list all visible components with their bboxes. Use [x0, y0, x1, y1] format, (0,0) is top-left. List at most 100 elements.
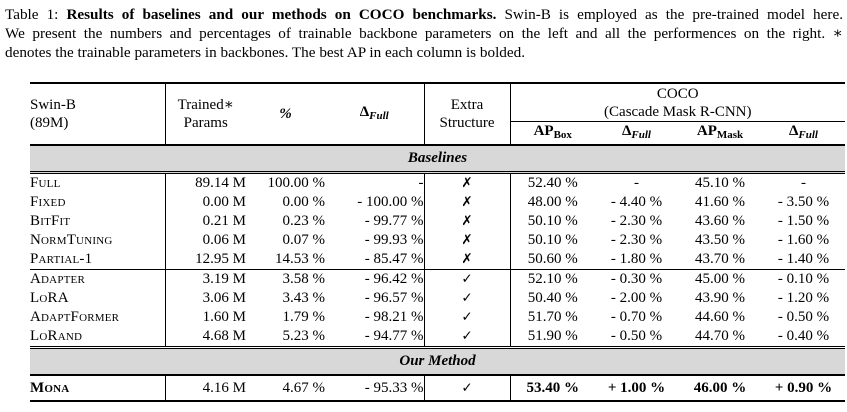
method-name-cell: LoRA [30, 289, 166, 308]
delta-mask-cell: - 1.50 % [777, 213, 830, 229]
extra-structure-cell: ✓ [424, 289, 511, 308]
ap-mask-cell: 43.60 % [695, 213, 745, 229]
delta-mask-cell: - 1.40 % [777, 251, 830, 267]
delta-full-cell: - 85.47 % [325, 250, 425, 270]
ap-box-cell: 50.60 % [527, 251, 578, 267]
baselines-label: Baselines [30, 144, 846, 174]
section-header-baselines: Baselines [30, 144, 846, 174]
extra-structure-cell: ✗ [424, 250, 511, 270]
method-name-cell: Fixed [30, 193, 166, 212]
ap-mask-cell: 44.60 % [695, 309, 745, 325]
trained-params-cell: 3.06 M [202, 290, 246, 306]
percent-cell: 3.43 % [282, 290, 326, 306]
delta-full-cell: - 99.93 % [325, 231, 425, 250]
coco-framework-label: (Cascade Mask R-CNN) [604, 103, 752, 120]
delta-box-cell: - 0.50 % [610, 328, 663, 344]
method-name-cell: Partial-1 [30, 250, 166, 270]
check-icon: ✓ [461, 271, 473, 287]
table-caption: Table 1: Results of baselines and our me… [5, 5, 843, 62]
delta-full-cell: - 95.33 % [325, 375, 425, 402]
extra-structure-cell: ✗ [424, 212, 511, 231]
delta-box-cell: - 0.70 % [610, 309, 663, 325]
trained-params-cell: 3.19 M [165, 269, 246, 289]
table-row: Mona 4.16 M 4.67 % - 95.33 % ✓ 53.40 % +… [30, 375, 846, 402]
percent-cell: 0.07 % [282, 232, 326, 248]
trained-params-cell: 0.21 M [202, 213, 246, 229]
delta-mask-cell: - 3.50 % [777, 194, 830, 210]
caption-text-1: Swin-B is employed as the pre-trained mo… [496, 6, 843, 23]
method-name-cell: LoRand [30, 327, 166, 348]
caption-line-3: denotes the trainable parameters in back… [5, 44, 526, 61]
extra-structure-cell: ✓ [424, 327, 511, 348]
col-header-percent: % [246, 82, 325, 145]
trained-params-cell: 89.14 M [195, 175, 246, 191]
ap-mask-cell: 45.00 % [678, 269, 762, 289]
delta-mask-cell: - 0.10 % [762, 269, 846, 289]
delta-full-cell: - 96.57 % [325, 289, 425, 308]
percent-cell: 0.23 % [282, 213, 326, 229]
model-size: (89M) [30, 115, 69, 131]
ap-mask-cell: 43.70 % [695, 251, 745, 267]
check-icon: ✓ [461, 328, 473, 344]
method-name-cell: NormTuning [30, 231, 166, 250]
table-row: Fixed 0.00 M 0.00 % - 100.00 % ✗ 48.00 %… [30, 193, 845, 212]
ap-mask-cell: 43.90 % [695, 290, 745, 306]
extra-structure-cell: ✗ [424, 172, 511, 193]
ap-box-cell: 50.10 % [527, 232, 578, 248]
cross-icon: ✗ [461, 194, 473, 210]
trained-params-cell: 1.60 M [202, 309, 246, 325]
delta-box-cell: - 2.30 % [610, 213, 663, 229]
percent-cell: 0.00 % [282, 194, 326, 210]
delta-box-cell: - 2.30 % [610, 232, 663, 248]
table-row: AdaptFormer 1.60 M 1.79 % - 98.21 % ✓ 51… [30, 308, 845, 327]
col-header-extra-structure: Extra Structure [424, 82, 511, 145]
ap-box-cell: 51.70 % [527, 309, 578, 325]
ap-box-cell: 50.10 % [527, 213, 578, 229]
structure-label: Structure [439, 115, 495, 131]
extra-structure-cell: ✗ [424, 193, 511, 212]
percent-cell: 3.58 % [246, 269, 325, 289]
percent-cell: 4.67 % [246, 375, 325, 402]
cross-icon: ✗ [461, 232, 473, 248]
trained-params-cell: 4.68 M [202, 328, 246, 344]
trained-params-cell: 4.16 M [165, 375, 246, 402]
percent-cell: 5.23 % [282, 328, 326, 344]
method-name-cell: Adapter [30, 269, 166, 289]
cross-icon: ✗ [461, 251, 473, 267]
delta-mask-cell: - 1.60 % [777, 232, 830, 248]
ap-box-cell: 50.40 % [527, 290, 578, 306]
table-row: Adapter 3.19 M 3.58 % - 96.42 % ✓ 52.10 … [30, 269, 846, 289]
trained-label: Trained∗ [177, 97, 234, 113]
col-header-delta-full: ΔFull [325, 82, 425, 145]
delta-mask-cell: - 1.20 % [777, 290, 830, 306]
ap-mask-cell: 45.10 % [695, 175, 745, 191]
col-header-delta-mask: ΔFull [789, 123, 818, 141]
table-row: Full 89.14 M 100.00 % - ✗ 52.40 % - 45.1… [30, 172, 845, 193]
delta-box-cell: - 4.40 % [610, 194, 663, 210]
ap-mask-cell: 43.50 % [695, 232, 745, 248]
caption-bold-title: Results of baselines and our methods on … [66, 6, 497, 23]
header-row-2: APBox ΔFull APMask ΔFull [30, 122, 845, 146]
extra-structure-cell: ✓ [424, 308, 511, 327]
ap-mask-cell: 41.60 % [695, 194, 745, 210]
delta-mask-cell: - 0.50 % [777, 309, 830, 325]
ap-box-cell: 52.10 % [510, 269, 595, 289]
cross-icon: ✗ [461, 213, 473, 229]
ap-mask-cell: 44.70 % [695, 328, 745, 344]
delta-mask-cell: - [801, 175, 807, 191]
trained-params-cell: 0.06 M [202, 232, 246, 248]
check-icon: ✓ [461, 309, 473, 325]
header-row-1: Swin-B (89M) Trained∗ Params % ΔFull Ext… [30, 82, 846, 145]
trained-params-cell: 12.95 M [195, 251, 246, 267]
col-header-model: Swin-B (89M) [30, 82, 166, 145]
col-header-ap-mask: APMask [696, 123, 744, 141]
table-row: NormTuning 0.06 M 0.07 % - 99.93 % ✗ 50.… [30, 231, 845, 250]
delta-box-cell: - 0.30 % [595, 269, 678, 289]
method-name-cell: Full [30, 172, 166, 193]
percent-cell: 14.53 % [275, 251, 325, 267]
table-row: Partial-1 12.95 M 14.53 % - 85.47 % ✗ 50… [30, 250, 845, 270]
check-icon: ✓ [461, 290, 473, 306]
ap-box-cell: 51.90 % [527, 328, 578, 344]
delta-mask-cell: + 0.90 % [762, 375, 846, 402]
